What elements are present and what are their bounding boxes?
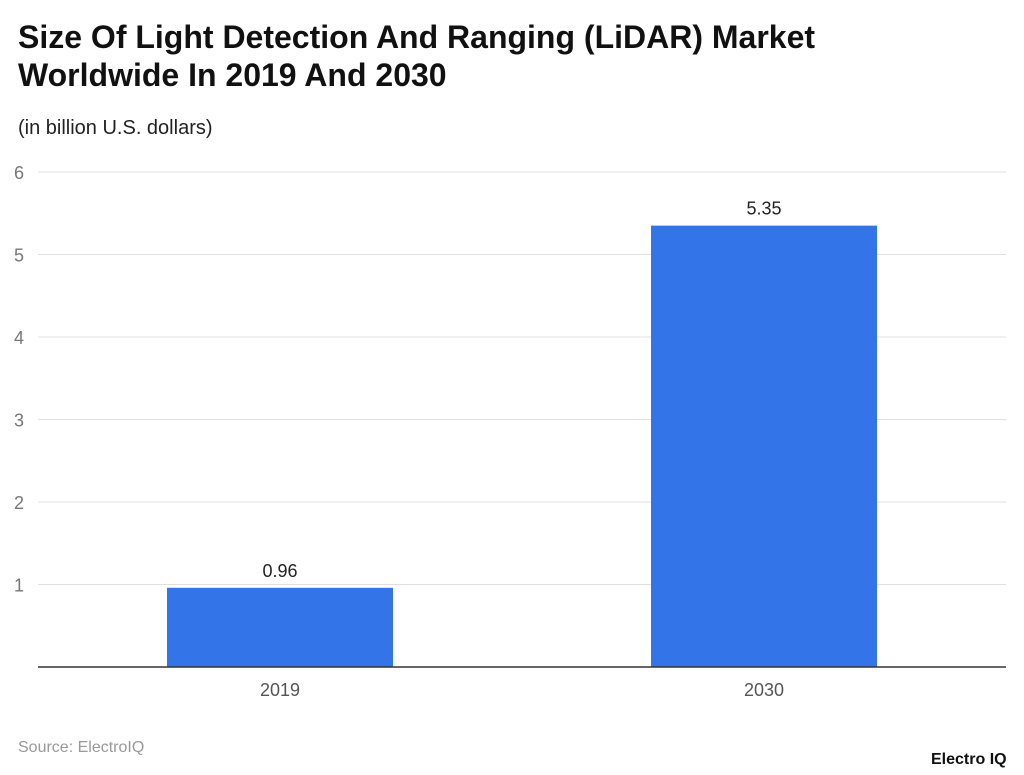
chart-subtitle: (in billion U.S. dollars) bbox=[18, 117, 213, 139]
y-tick-label: 4 bbox=[14, 328, 24, 348]
chart-title: Size Of Light Detection And Ranging (LiD… bbox=[18, 19, 816, 93]
bar-2019 bbox=[167, 587, 393, 667]
y-tick-label: 6 bbox=[14, 163, 24, 183]
source-note: Source: ElectroIQ bbox=[18, 739, 145, 756]
y-tick-label: 3 bbox=[14, 411, 24, 431]
electroiq-logo: Electro IQ bbox=[931, 751, 1007, 768]
y-tick-label: 1 bbox=[14, 576, 24, 596]
data-label: 0.96 bbox=[262, 561, 297, 581]
x-tick-label: 2019 bbox=[260, 680, 300, 700]
y-tick-label: 2 bbox=[14, 493, 24, 513]
data-label: 5.35 bbox=[746, 199, 781, 219]
y-tick-label: 5 bbox=[14, 246, 24, 266]
bar-2030 bbox=[651, 225, 877, 667]
x-tick-label: 2030 bbox=[744, 680, 784, 700]
